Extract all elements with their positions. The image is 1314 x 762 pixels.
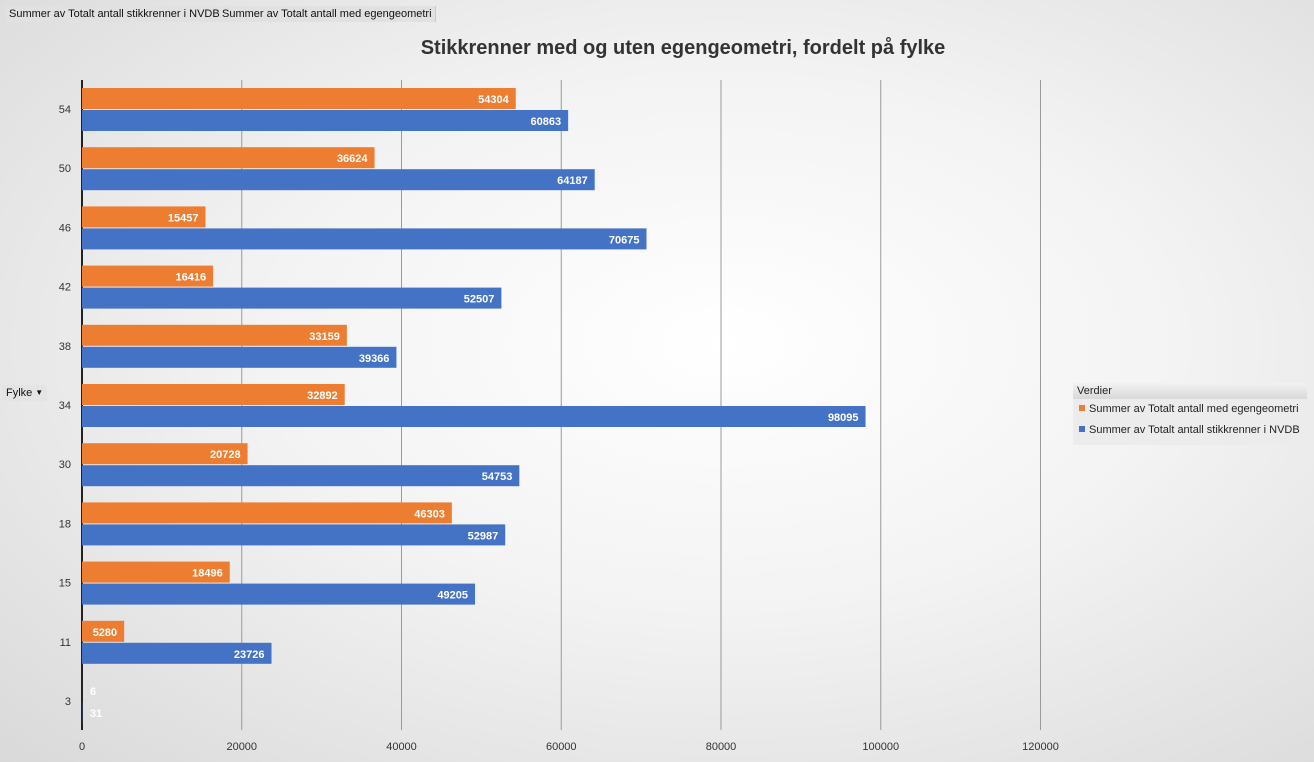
y-tick-label: 11 (60, 637, 71, 649)
bar (82, 384, 345, 405)
field-button-egengeometri[interactable]: Summer av Totalt antall med egengeometri (219, 6, 436, 22)
data-label: 33159 (309, 331, 340, 343)
data-label: 46303 (414, 508, 445, 520)
x-tick-label: 20000 (226, 741, 257, 753)
bar (82, 346, 397, 368)
y-tick-label: 54 (59, 104, 71, 116)
y-tick-label: 34 (59, 400, 71, 412)
data-label: 52507 (464, 294, 495, 306)
legend-title: Verdier (1073, 383, 1307, 399)
bar (82, 642, 272, 664)
data-label: 64187 (557, 175, 588, 187)
data-label: 23726 (234, 649, 265, 661)
bar (82, 265, 214, 287)
x-tick-label: 100000 (862, 741, 899, 753)
y-tick-label: 38 (59, 341, 71, 353)
bar (82, 147, 375, 169)
data-label: 39366 (359, 353, 390, 365)
bar (82, 561, 230, 583)
legend-item-label: Summer av Totalt antall stikkrenner i NV… (1089, 424, 1300, 436)
data-label: 70675 (609, 234, 640, 246)
legend-swatch-blue (1079, 426, 1085, 432)
bar (82, 620, 125, 642)
x-tick-label: 120000 (1022, 741, 1059, 753)
legend-swatch-orange (1079, 405, 1085, 411)
chart-title: Stikkrenner med og uten egengeometri, fo… (420, 37, 946, 59)
bar (82, 110, 569, 131)
field-button-nvdb[interactable]: Summer av Totalt antall stikkrenner i NV… (6, 6, 224, 22)
x-tick-label: 40000 (386, 741, 417, 753)
data-label: 98095 (828, 412, 859, 424)
data-label: 54753 (482, 471, 513, 483)
y-tick-label: 3 (65, 696, 71, 708)
y-tick-label: 50 (59, 163, 71, 175)
bar (82, 324, 347, 346)
bar (82, 465, 520, 487)
x-tick-label: 80000 (706, 741, 737, 753)
x-tick-label: 60000 (546, 741, 577, 753)
y-tick-label: 18 (59, 518, 71, 530)
legend-item-nvdb[interactable]: Summer av Totalt antall stikkrenner i NV… (1073, 420, 1307, 441)
legend: Verdier Summer av Totalt antall med egen… (1073, 383, 1307, 445)
y-tick-label: 46 (59, 222, 71, 234)
x-tick-label: 0 (79, 741, 85, 753)
axis-field-button-fylke[interactable]: Fylke ▼ (2, 385, 48, 401)
legend-item-egengeometri[interactable]: Summer av Totalt antall med egengeometri (1073, 399, 1307, 420)
bar (82, 228, 647, 250)
bar (82, 502, 452, 524)
legend-item-label: Summer av Totalt antall med egengeometri (1089, 403, 1299, 415)
axis-field-label: Fylke (6, 387, 33, 399)
data-label: 54304 (478, 94, 509, 106)
bar (82, 524, 506, 546)
data-label: 32892 (307, 390, 338, 402)
data-label: 18496 (192, 568, 223, 580)
dropdown-arrow-icon: ▼ (35, 388, 44, 397)
bar (82, 206, 206, 228)
y-tick-label: 42 (59, 282, 71, 294)
data-label: 6 (90, 686, 96, 698)
bar (82, 583, 476, 605)
data-label: 52987 (468, 530, 499, 542)
data-label: 16416 (176, 272, 207, 284)
bar (82, 406, 866, 427)
data-label: 49205 (437, 590, 468, 602)
data-label: 20728 (210, 449, 241, 461)
y-tick-label: 15 (59, 578, 71, 590)
bar (82, 169, 595, 191)
bar (82, 443, 248, 465)
data-label: 60863 (531, 116, 562, 128)
data-label: 5280 (93, 627, 117, 639)
bar (82, 88, 516, 109)
data-label: 36624 (337, 153, 368, 165)
data-label: 15457 (168, 212, 199, 224)
bar (82, 287, 502, 309)
y-tick-label: 30 (59, 459, 71, 471)
data-label: 31 (90, 708, 102, 720)
